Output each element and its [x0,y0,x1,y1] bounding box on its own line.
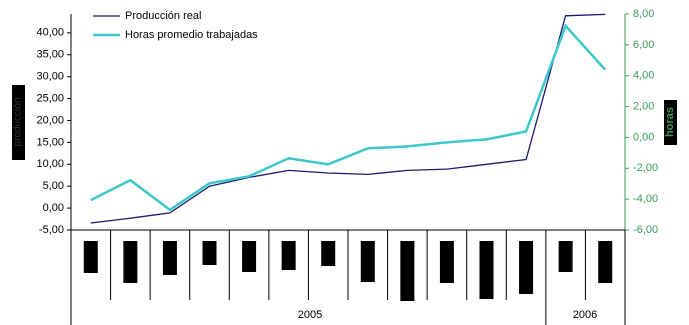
y-tick-label: -5,00 [39,224,64,236]
y-tick-label: 20,00 [36,114,64,126]
series-line [90,13,606,224]
y2-tick-label: -2,00 [633,162,658,174]
legend-label: Producción real [125,10,201,22]
y-tick-label: 40,00 [36,27,64,39]
y2-tick-label: 8,00 [633,8,654,20]
right-axis-title: horas [664,100,677,145]
obscured-x-label [162,241,177,275]
y2-tick-label: -6,00 [633,224,658,236]
obscured-x-label [439,241,454,283]
legend-label: Horas promedio trabajadas [125,29,258,41]
obscured-x-label [519,241,534,294]
y-tick-label: 25,00 [36,92,64,104]
obscured-x-label [83,241,98,273]
obscured-x-label [598,241,613,283]
obscured-x-label [281,241,296,270]
obscured-x-label [558,241,573,272]
obscured-x-label [400,241,415,301]
obscured-x-label [360,241,375,282]
y-tick-label: 30,00 [36,71,64,83]
left-axis-title: producción [12,85,25,160]
y-axis-title: producción [13,98,24,147]
y-tick-label: 15,00 [36,136,64,148]
y2-tick-label: -4,00 [633,193,658,205]
y2-tick-label: 0,00 [633,131,654,143]
y2-axis-title: horas [664,107,676,137]
y-tick-label: 35,00 [36,49,64,61]
obscured-x-label [123,241,138,283]
y2-tick-label: 6,00 [633,39,654,51]
y2-tick-label: 4,00 [633,70,654,82]
obscured-x-label [242,241,257,272]
y-tick-label: 5,00 [43,180,64,192]
obscured-x-label [479,241,494,299]
obscured-x-label [321,241,336,266]
obscured-x-label [202,241,217,265]
x-group-label: 2005 [298,309,322,321]
y-tick-label: 10,00 [36,158,64,170]
x-group-label: 2006 [573,309,597,321]
series-line [90,23,607,212]
y-tick-label: 0,00 [43,202,64,214]
y2-tick-label: 2,00 [633,100,654,112]
